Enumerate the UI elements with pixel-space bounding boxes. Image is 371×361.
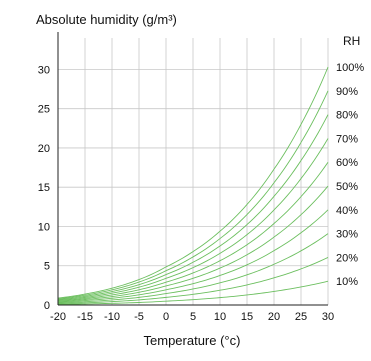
grid-layer — [58, 38, 329, 305]
x-tick-label: 10 — [214, 311, 226, 323]
rh-label: 90% — [336, 86, 358, 98]
x-tick-label: -10 — [104, 311, 120, 323]
rh-label: 70% — [336, 133, 358, 145]
x-tick-label: 15 — [241, 311, 253, 323]
x-tick-label: 0 — [163, 311, 169, 323]
legend-title: RH — [343, 34, 360, 48]
rh-label: 80% — [336, 110, 358, 122]
y-tick-label: 30 — [38, 64, 50, 76]
rh-curve-70pct — [57, 138, 329, 301]
series-layer — [57, 66, 329, 305]
rh-curve-60pct — [57, 161, 329, 302]
rh-curve-50pct — [57, 185, 329, 302]
rh-label: 30% — [336, 229, 358, 241]
x-tick-label: -5 — [134, 311, 144, 323]
rh-label: 10% — [336, 276, 358, 288]
axes-layer — [57, 32, 328, 306]
chart-title: Absolute humidity (g/m³) — [36, 12, 177, 27]
rh-label: 40% — [336, 205, 358, 217]
rh-curve-20pct — [57, 257, 329, 305]
rh-label: 20% — [336, 252, 358, 264]
y-tick-label: 20 — [38, 143, 50, 155]
rh-curve-40pct — [57, 209, 329, 303]
legend-layer: 100% 90% 80% 70% 60% 50% 40% 30% 20% 10% — [336, 62, 364, 288]
y-tick-label: 5 — [44, 261, 50, 273]
y-tick-label: 25 — [38, 104, 50, 116]
rh-curve-90pct — [57, 90, 329, 300]
ticks-layer: -20 -15 -10 -5 0 5 10 15 20 25 30 0 5 10 15 20 25 30 — [38, 64, 334, 323]
rh-curve-100pct — [57, 66, 329, 299]
y-tick-label: 0 — [44, 300, 50, 312]
x-axis-label: Temperature (°c) — [144, 333, 241, 348]
x-tick-label: 5 — [190, 311, 196, 323]
rh-curve-10pct — [57, 280, 329, 305]
x-tick-label: 25 — [295, 311, 307, 323]
x-tick-label: 20 — [268, 311, 280, 323]
y-tick-label: 10 — [38, 221, 50, 233]
rh-curve-30pct — [57, 233, 329, 304]
x-tick-label: -20 — [50, 311, 66, 323]
rh-curve-80pct — [57, 114, 329, 300]
rh-label: 100% — [336, 62, 364, 74]
rh-label: 60% — [336, 157, 358, 169]
x-tick-label: -15 — [77, 311, 93, 323]
rh-label: 50% — [336, 181, 358, 193]
x-tick-label: 30 — [322, 311, 334, 323]
y-tick-label: 15 — [38, 182, 50, 194]
